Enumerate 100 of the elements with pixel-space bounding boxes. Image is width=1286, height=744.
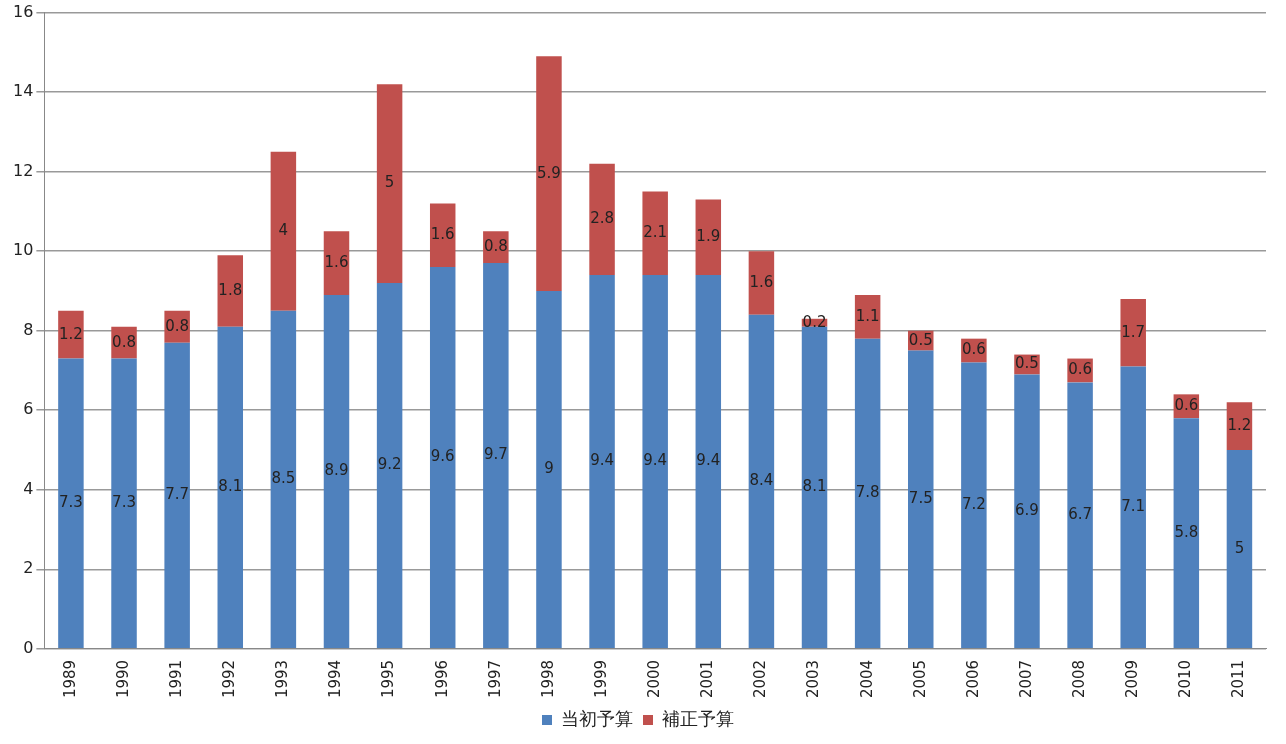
data-label: 8.9 xyxy=(324,461,349,480)
data-label: 4 xyxy=(278,221,289,240)
bar xyxy=(748,314,775,649)
bar xyxy=(1226,402,1253,451)
data-label: 5 xyxy=(384,173,395,192)
x-tick-label: 1991 xyxy=(167,659,186,699)
bar xyxy=(695,275,722,649)
data-label: 0.5 xyxy=(1015,354,1039,373)
bar xyxy=(483,263,509,649)
data-label: 9.7 xyxy=(483,445,508,464)
bar xyxy=(854,338,881,649)
y-tick-label: 2 xyxy=(23,558,34,578)
x-tick-label: 1997 xyxy=(485,659,504,699)
data-label: 5 xyxy=(1234,538,1245,557)
y-tick-label: 4 xyxy=(23,478,34,498)
x-tick-label: 2002 xyxy=(751,659,770,699)
data-label: 7.7 xyxy=(165,485,190,504)
bar xyxy=(376,283,403,649)
x-tick-label: 1999 xyxy=(591,659,610,699)
bar xyxy=(695,199,722,276)
y-tick-label: 14 xyxy=(13,81,34,101)
data-label: 0.8 xyxy=(483,237,508,256)
x-tick-label: 1996 xyxy=(432,659,451,699)
data-label: 0.6 xyxy=(1174,396,1199,415)
bar xyxy=(1067,382,1093,649)
data-label: 1.2 xyxy=(1227,416,1252,435)
data-label: 9.4 xyxy=(643,451,668,470)
x-tick-label: 2004 xyxy=(857,659,876,699)
x-tick-label: 1994 xyxy=(326,659,345,699)
bar xyxy=(589,163,615,276)
bar xyxy=(111,358,137,649)
bar xyxy=(164,342,190,649)
y-tick-label: 0 xyxy=(23,637,34,657)
data-label: 1.2 xyxy=(58,324,83,343)
legend-label: 当初予算 xyxy=(561,707,633,729)
x-tick-label: 2003 xyxy=(804,659,823,699)
data-label: 1.9 xyxy=(696,227,721,246)
bar xyxy=(323,231,350,295)
bar xyxy=(642,275,668,649)
x-tick-label: 2001 xyxy=(698,659,717,699)
y-tick-label: 10 xyxy=(13,240,34,260)
data-label: 6.9 xyxy=(1015,501,1039,520)
data-label: 8.4 xyxy=(749,471,774,490)
bar xyxy=(58,310,84,359)
data-label: 9.4 xyxy=(590,451,614,470)
bar xyxy=(589,275,615,649)
x-tick-label: 2011 xyxy=(1229,659,1248,699)
data-label: 0.6 xyxy=(1068,360,1093,379)
bar xyxy=(642,191,668,276)
data-label: 1.6 xyxy=(324,253,349,271)
data-label: 8.5 xyxy=(271,469,296,488)
bar xyxy=(270,310,297,649)
x-tick-label: 2009 xyxy=(1123,659,1142,699)
data-label: 0.6 xyxy=(961,340,986,359)
bar xyxy=(854,294,881,339)
bar xyxy=(536,290,562,649)
data-label: 6.7 xyxy=(1068,505,1093,524)
data-label: 9.6 xyxy=(430,447,455,466)
data-label: 7.2 xyxy=(961,495,986,514)
y-tick-label: 8 xyxy=(23,319,34,339)
x-tick-label: 2006 xyxy=(963,659,982,699)
data-label: 7.8 xyxy=(855,483,880,502)
x-tick-label: 1995 xyxy=(379,659,398,699)
data-label: 1.1 xyxy=(855,306,880,325)
data-label: 9.4 xyxy=(696,451,721,470)
x-tick-label: 2000 xyxy=(645,659,664,699)
bar xyxy=(58,358,84,649)
data-label: 2.8 xyxy=(590,209,614,228)
bar xyxy=(376,84,403,283)
data-label: 1.6 xyxy=(430,225,455,244)
x-tick-label: 2005 xyxy=(910,659,929,699)
data-label: 9 xyxy=(544,459,554,478)
y-tick-label: 16 xyxy=(13,1,34,21)
bar xyxy=(1120,366,1146,649)
data-label: 7.5 xyxy=(908,489,933,508)
data-label: 8.1 xyxy=(218,477,243,496)
bar xyxy=(961,362,987,649)
x-tick-label: 1993 xyxy=(273,659,292,699)
bar xyxy=(270,151,297,311)
data-label: 1.6 xyxy=(749,272,774,291)
data-label: 7.3 xyxy=(112,493,136,512)
bar xyxy=(429,267,456,649)
x-tick-label: 1990 xyxy=(113,659,132,699)
data-label: 5.8 xyxy=(1174,523,1199,542)
x-tick-label: 2008 xyxy=(1069,659,1088,699)
x-tick-label: 1989 xyxy=(60,659,79,699)
bar xyxy=(748,251,775,315)
data-label: 0.5 xyxy=(908,330,933,349)
bar xyxy=(908,350,934,649)
data-label: 1.8 xyxy=(218,280,243,299)
bar xyxy=(429,203,456,268)
bar xyxy=(536,56,562,291)
y-tick-label: 6 xyxy=(23,399,34,419)
data-label: 0.8 xyxy=(165,316,190,335)
data-label: 8.1 xyxy=(802,477,827,496)
data-label: 9.2 xyxy=(377,455,402,474)
x-tick-label: 2010 xyxy=(1176,659,1195,699)
x-tick-label: 2007 xyxy=(1016,659,1035,699)
data-label: 7.3 xyxy=(58,493,83,512)
bar xyxy=(217,255,244,327)
